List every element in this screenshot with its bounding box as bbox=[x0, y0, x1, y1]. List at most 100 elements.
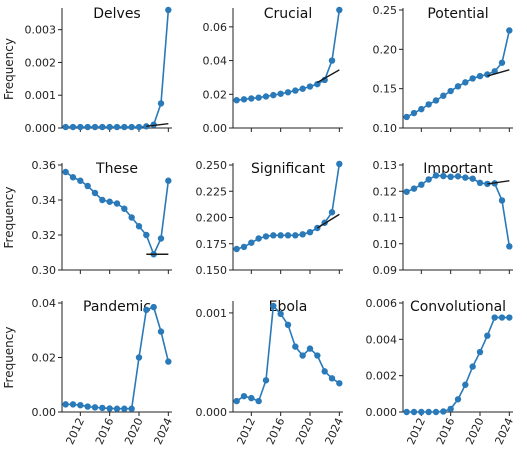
data-point bbox=[150, 303, 157, 311]
data-point bbox=[321, 76, 328, 84]
data-point bbox=[328, 209, 336, 216]
data-point bbox=[432, 408, 440, 416]
data-point bbox=[248, 394, 255, 402]
data-point bbox=[262, 377, 270, 384]
data-point bbox=[447, 405, 454, 413]
panel-title: Delves bbox=[93, 6, 140, 22]
data-point bbox=[84, 123, 91, 131]
data-point bbox=[113, 200, 121, 207]
data-point bbox=[165, 358, 172, 365]
data-point bbox=[128, 405, 135, 412]
data-point bbox=[284, 321, 292, 328]
data-point bbox=[240, 96, 248, 103]
data-point bbox=[270, 91, 277, 99]
data-point bbox=[432, 172, 440, 179]
x-tick-label: 2020 bbox=[463, 416, 487, 447]
data-point bbox=[262, 93, 270, 100]
data-point bbox=[454, 173, 462, 180]
data-point bbox=[135, 354, 143, 361]
data-point bbox=[84, 403, 91, 410]
y-tick-label: 0.175 bbox=[196, 238, 228, 251]
data-point bbox=[62, 168, 69, 176]
data-point bbox=[418, 181, 425, 188]
panel-delves: Delves 0.000 0.001 0.002 0.003 Frequency bbox=[2, 6, 172, 135]
data-point bbox=[255, 94, 262, 101]
y-tick-label: 0.250 bbox=[196, 159, 228, 172]
data-point bbox=[469, 175, 476, 182]
data-point bbox=[284, 232, 292, 239]
data-point bbox=[248, 95, 255, 102]
y-tick-label: 0.30 bbox=[32, 264, 57, 277]
y-tick-label: 0.32 bbox=[32, 229, 57, 242]
y-tick-label: 0.12 bbox=[373, 185, 398, 198]
data-point bbox=[306, 229, 314, 236]
data-point bbox=[91, 404, 99, 411]
data-point bbox=[476, 179, 484, 187]
y-tick-label: 0.09 bbox=[373, 264, 398, 277]
x-tick-label: 2024 bbox=[322, 416, 346, 447]
data-point bbox=[498, 59, 506, 66]
data-point bbox=[240, 392, 248, 400]
y-tick-label: 0.006 bbox=[366, 297, 398, 310]
data-point bbox=[299, 352, 306, 359]
data-point bbox=[91, 123, 99, 131]
data-point bbox=[440, 408, 447, 415]
data-point bbox=[314, 352, 321, 359]
data-point bbox=[277, 90, 284, 97]
y-tick-label: 0.25 bbox=[373, 4, 398, 17]
data-point bbox=[255, 397, 262, 405]
y-tick-label: 0.150 bbox=[196, 264, 228, 277]
data-point bbox=[425, 176, 432, 183]
series-line bbox=[65, 306, 170, 410]
data-point bbox=[121, 405, 128, 412]
data-point bbox=[106, 405, 113, 412]
data-point bbox=[157, 100, 165, 107]
data-point bbox=[506, 27, 513, 34]
data-point bbox=[476, 72, 484, 80]
data-point bbox=[128, 123, 135, 131]
data-point bbox=[270, 302, 277, 310]
panel-title: Significant bbox=[251, 161, 325, 177]
data-point bbox=[69, 123, 77, 131]
y-tick-label: 0.10 bbox=[373, 122, 398, 135]
data-point bbox=[77, 401, 84, 409]
x-tick-label: 2012 bbox=[63, 416, 87, 447]
data-point bbox=[270, 232, 277, 239]
series-line bbox=[236, 9, 341, 101]
data-point bbox=[418, 105, 425, 113]
y-tick-label: 0.15 bbox=[373, 83, 398, 96]
y-tick-label: 0.003 bbox=[25, 24, 57, 37]
data-point bbox=[462, 174, 469, 181]
panel-convolutional: Convolutional 0.000 0.002 0.004 0.006 2012 201… bbox=[366, 297, 517, 447]
y-tick-label: 0.00 bbox=[32, 406, 57, 419]
data-point bbox=[321, 368, 328, 375]
panel-important: Important 0.09 0.10 0.11 0.12 0.13 bbox=[373, 159, 513, 277]
data-point bbox=[77, 123, 84, 131]
data-point bbox=[462, 381, 469, 388]
data-point bbox=[440, 172, 447, 180]
data-point bbox=[328, 375, 336, 382]
series-line bbox=[236, 304, 340, 403]
data-point bbox=[165, 6, 172, 14]
y-tick-label: 0.13 bbox=[373, 159, 398, 172]
data-point bbox=[410, 185, 418, 192]
y-tick-label: 0.02 bbox=[32, 352, 57, 365]
data-point bbox=[447, 173, 454, 181]
trend-line bbox=[487, 69, 510, 77]
data-point bbox=[403, 113, 410, 121]
x-tick-label: 2012 bbox=[404, 416, 428, 447]
data-point bbox=[113, 405, 121, 412]
data-point bbox=[292, 343, 299, 350]
data-point bbox=[410, 109, 418, 117]
data-point bbox=[484, 71, 491, 78]
data-point bbox=[165, 177, 172, 184]
data-point bbox=[491, 314, 498, 321]
data-point bbox=[106, 123, 113, 131]
series-line bbox=[65, 9, 170, 128]
y-tick-label: 0.06 bbox=[203, 21, 228, 34]
y-axis-label: Frequency bbox=[2, 327, 16, 389]
y-axis-label: Frequency bbox=[2, 187, 16, 249]
series-line bbox=[65, 171, 170, 257]
